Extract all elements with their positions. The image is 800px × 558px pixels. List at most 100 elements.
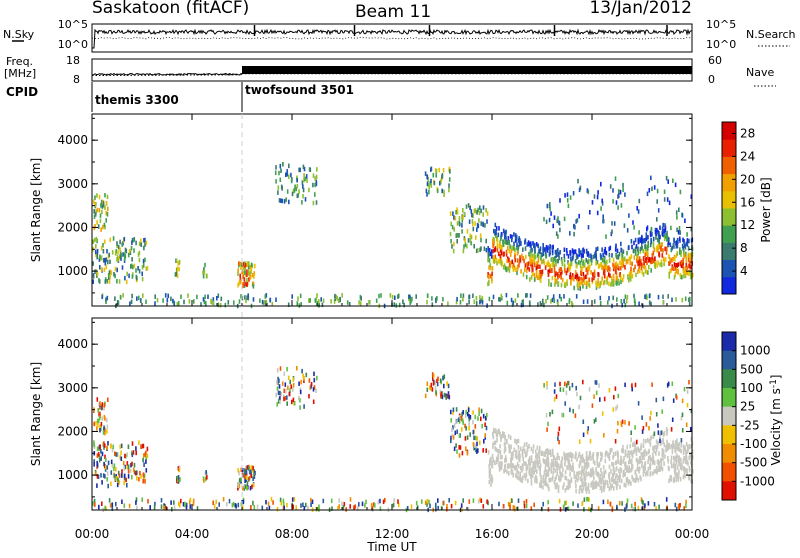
velocity-cell bbox=[397, 499, 399, 504]
velocity-cell bbox=[100, 449, 102, 454]
velocity-cell bbox=[633, 442, 635, 447]
velocity-cell bbox=[628, 421, 630, 426]
velocity-cell bbox=[688, 380, 690, 385]
power-cell bbox=[540, 269, 542, 275]
power-cell bbox=[644, 247, 647, 252]
velocity-cell bbox=[139, 470, 141, 476]
power-cell bbox=[652, 250, 655, 256]
velocity-cell bbox=[243, 486, 246, 491]
velocity-cell bbox=[392, 503, 395, 508]
power-cell bbox=[495, 226, 498, 231]
power-colorbar-cell bbox=[722, 225, 736, 243]
power-cell bbox=[647, 270, 649, 275]
velocity-cell bbox=[644, 452, 646, 457]
velocity-cell bbox=[640, 476, 642, 482]
power-cell bbox=[659, 244, 661, 250]
velocity-cell bbox=[559, 469, 561, 474]
power-cell bbox=[560, 257, 563, 262]
power-cell bbox=[599, 281, 602, 286]
velocity-cell bbox=[654, 468, 657, 474]
power-cell bbox=[583, 280, 586, 285]
power-cell bbox=[642, 272, 645, 277]
freq-traces bbox=[91, 66, 692, 76]
velocity-cell bbox=[491, 460, 493, 466]
velocity-cell bbox=[566, 485, 568, 491]
power-cell bbox=[541, 271, 543, 277]
power-cell bbox=[624, 265, 626, 270]
power-cell bbox=[563, 247, 566, 252]
power-cell bbox=[646, 251, 649, 256]
power-cell bbox=[689, 253, 691, 258]
velocity-cell bbox=[379, 506, 382, 511]
power-cell bbox=[101, 199, 104, 205]
cpid-label: CPID bbox=[6, 85, 38, 99]
power-cell bbox=[656, 199, 658, 204]
power-cell bbox=[290, 178, 293, 184]
velocity-cell bbox=[536, 469, 538, 474]
velocity-cell bbox=[660, 430, 663, 435]
power-cell bbox=[545, 254, 547, 259]
velocity-cell bbox=[106, 477, 108, 482]
power-cell bbox=[253, 271, 256, 276]
velocity-cell bbox=[577, 453, 580, 459]
velocity-cell bbox=[598, 462, 601, 468]
velocity-cell bbox=[501, 462, 503, 467]
velocity-cell bbox=[510, 451, 513, 457]
power-cell bbox=[247, 293, 249, 298]
velocity-cell bbox=[555, 394, 558, 399]
velocity-cell bbox=[345, 507, 347, 512]
power-cell bbox=[506, 258, 508, 264]
nave-trace-early bbox=[91, 72, 243, 76]
power-cell bbox=[651, 186, 653, 191]
velocity-cell bbox=[517, 498, 520, 503]
velocity-cell bbox=[498, 429, 501, 434]
velocity-cells bbox=[92, 366, 694, 513]
velocity-cell bbox=[446, 507, 448, 512]
velocity-cell bbox=[602, 499, 605, 505]
power-cell bbox=[566, 279, 568, 284]
velocity-cell bbox=[177, 466, 180, 471]
freq-tick-bottom: 8 bbox=[73, 73, 80, 86]
velocity-cell bbox=[486, 499, 488, 504]
velocity-cell bbox=[178, 465, 181, 470]
power-cell bbox=[217, 302, 220, 308]
velocity-cell bbox=[519, 471, 521, 476]
power-cell bbox=[667, 240, 670, 246]
velocity-cell bbox=[491, 463, 493, 469]
velocity-cell bbox=[628, 459, 630, 465]
power-colorbar-cell bbox=[722, 208, 736, 226]
velocity-cell bbox=[240, 467, 243, 473]
power-cell bbox=[596, 283, 598, 288]
power-cell bbox=[569, 272, 572, 277]
velocity-cell bbox=[659, 438, 661, 444]
power-cell bbox=[296, 177, 298, 183]
velocity-cell bbox=[608, 475, 610, 480]
velocity-cell bbox=[231, 503, 234, 508]
power-cell bbox=[146, 265, 149, 271]
power-cell bbox=[673, 238, 675, 244]
power-cell bbox=[597, 278, 599, 283]
velocity-cell bbox=[431, 372, 434, 377]
power-cell bbox=[688, 269, 690, 274]
power-cell bbox=[656, 263, 659, 268]
power-cell bbox=[514, 238, 517, 243]
velocity-cell bbox=[292, 377, 295, 382]
velocity-cell bbox=[96, 426, 98, 431]
velocity-cell bbox=[489, 477, 492, 482]
velocity-cell bbox=[215, 499, 217, 505]
velocity-cell bbox=[524, 476, 527, 481]
velocity-cell bbox=[677, 458, 680, 463]
velocity-cell bbox=[653, 445, 656, 450]
power-cell bbox=[646, 295, 648, 300]
velocity-cell bbox=[177, 475, 180, 480]
velocity-cell bbox=[494, 440, 497, 445]
velocity-cell bbox=[684, 449, 687, 454]
power-cell bbox=[605, 265, 608, 270]
velocity-cell bbox=[585, 469, 587, 474]
power-cell bbox=[104, 205, 106, 210]
velocity-cell bbox=[182, 502, 185, 507]
velocity-cell bbox=[278, 384, 281, 389]
velocity-cell bbox=[292, 387, 294, 392]
velocity-cell bbox=[643, 468, 646, 474]
velocity-cell bbox=[643, 462, 646, 468]
